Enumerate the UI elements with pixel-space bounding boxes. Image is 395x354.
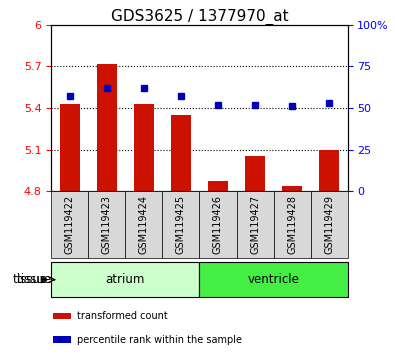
Bar xyxy=(60,104,80,191)
Text: percentile rank within the sample: percentile rank within the sample xyxy=(77,335,242,345)
Bar xyxy=(199,262,348,297)
Bar xyxy=(53,336,71,343)
Title: GDS3625 / 1377970_at: GDS3625 / 1377970_at xyxy=(111,8,288,25)
Bar xyxy=(171,115,191,191)
Text: atrium: atrium xyxy=(106,273,145,286)
Text: GSM119428: GSM119428 xyxy=(287,195,297,254)
Text: transformed count: transformed count xyxy=(77,311,167,321)
Bar xyxy=(208,182,228,191)
Bar xyxy=(51,191,88,258)
Text: tissue: tissue xyxy=(16,273,51,286)
Text: GSM119423: GSM119423 xyxy=(102,195,112,254)
Bar xyxy=(162,191,199,258)
Text: GSM119425: GSM119425 xyxy=(176,195,186,255)
Bar xyxy=(126,191,162,258)
Text: GSM119427: GSM119427 xyxy=(250,195,260,255)
Bar xyxy=(134,104,154,191)
Bar xyxy=(310,191,348,258)
Text: GSM119422: GSM119422 xyxy=(65,195,75,255)
Bar xyxy=(237,191,274,258)
Text: ventricle: ventricle xyxy=(248,273,299,286)
Bar xyxy=(97,64,117,191)
Bar xyxy=(274,191,310,258)
Bar xyxy=(51,262,199,297)
Text: tissue: tissue xyxy=(12,273,47,286)
Bar xyxy=(319,149,339,191)
Bar xyxy=(53,313,71,319)
Bar xyxy=(282,185,302,191)
Text: GSM119429: GSM119429 xyxy=(324,195,334,254)
Bar xyxy=(88,191,126,258)
Text: GSM119424: GSM119424 xyxy=(139,195,149,254)
Bar xyxy=(199,191,237,258)
Bar xyxy=(245,156,265,191)
Text: GSM119426: GSM119426 xyxy=(213,195,223,254)
